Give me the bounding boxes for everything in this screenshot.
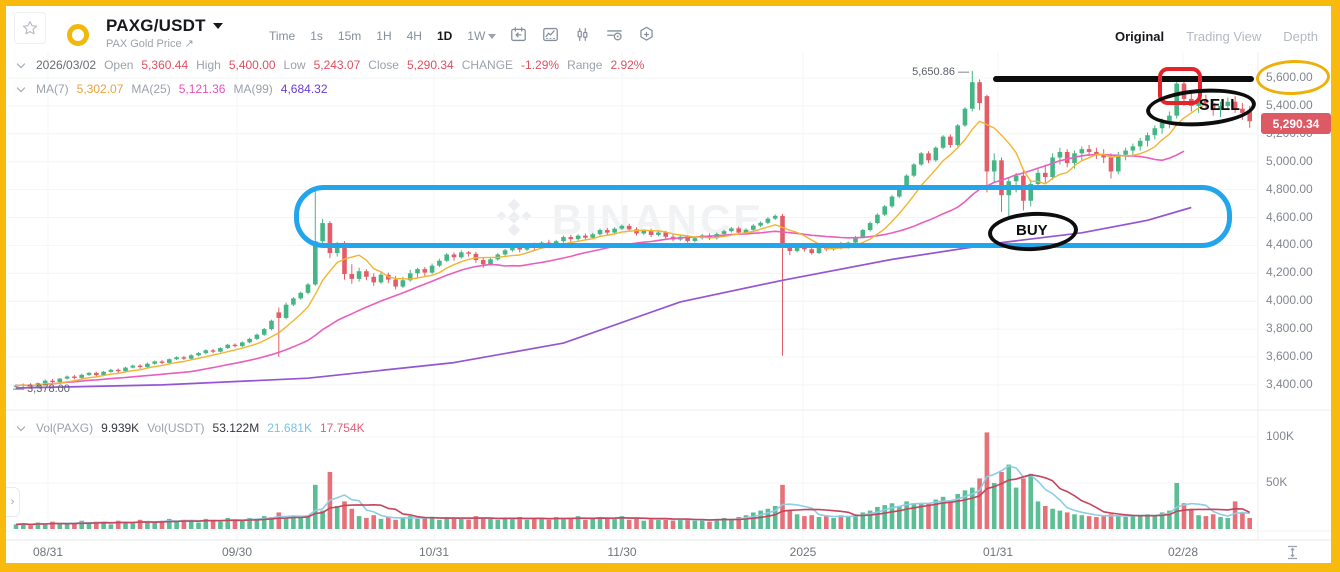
time-axis-label: 09/30 — [221, 545, 253, 559]
interval-Time[interactable]: Time — [269, 29, 296, 43]
interval-1s[interactable]: 1s — [310, 29, 323, 43]
ma25-label: MA(25) — [131, 82, 171, 96]
time-axis-label: 11/30 — [607, 545, 637, 559]
vol-base-value: 9.939K — [101, 421, 140, 435]
ma99-value: 4,684.32 — [280, 82, 328, 96]
interval-1H[interactable]: 1H — [376, 29, 392, 43]
interval-15m[interactable]: 15m — [337, 29, 362, 43]
sell-label: SELL — [1199, 97, 1240, 114]
price-axis-label: 5,400.00 — [1266, 97, 1313, 112]
view-mode-tabs: Original Trading View Depth — [1115, 29, 1318, 44]
ma7-value: 5,302.07 — [76, 82, 124, 96]
time-axis-label: 2025 — [789, 545, 817, 559]
support-zone-annotation — [294, 185, 1232, 248]
ma99-label: MA(99) — [233, 82, 273, 96]
paxg-token-logo — [67, 24, 89, 46]
vol-quote-value: 53.122M — [212, 421, 260, 435]
calendar-icon[interactable] — [509, 25, 528, 44]
open-label: Open — [104, 58, 134, 72]
interval-selector: Time 1s 15m 1H 4H 1D 1W — [269, 29, 485, 43]
breakout-box-annotation — [1158, 67, 1202, 105]
chart-toolbar: PAXG/USDT PAX Gold Price ↗ Time 1s 15m 1H 4H… — [6, 6, 1334, 52]
price-axis-label: 5,000.00 — [1266, 153, 1313, 168]
tab-original[interactable]: Original — [1115, 29, 1165, 44]
candlestick-icon[interactable] — [573, 25, 592, 44]
interval-dropdown[interactable] — [488, 26, 496, 44]
indicator-settings-icon[interactable] — [605, 25, 624, 44]
close-label: Close — [368, 58, 399, 72]
vol-base-label: Vol(PAXG) — [36, 421, 94, 435]
last-price-badge: 5,290.34 — [1261, 113, 1331, 134]
ma-indicator-row: MA(7) 5,302.07 MA(25) 5,121.36 MA(99) 4,… — [16, 82, 328, 96]
collapse-chevron-icon[interactable] — [16, 59, 26, 68]
change-label: CHANGE — [461, 58, 514, 72]
price-axis-label: 4,400.00 — [1266, 237, 1313, 252]
chevron-down-icon — [212, 23, 223, 29]
volume-axis-label: 50K — [1266, 475, 1288, 489]
swing-high-price-label: 5,650.86 — — [912, 66, 969, 78]
change-value: -1.29% — [521, 58, 560, 72]
time-axis-label: 02/28 — [1167, 545, 1199, 559]
resistance-line-annotation — [993, 76, 1254, 82]
price-axis-label: 4,000.00 — [1266, 293, 1313, 308]
low-label: Low — [283, 58, 306, 72]
time-axis-label: 08/31 — [32, 545, 64, 559]
ma99-start-price-label: — 3,378.00 — [13, 383, 70, 395]
ohlc-date: 2026/03/02 — [36, 58, 97, 72]
time-axis-label: 01/31 — [982, 545, 1014, 559]
interval-1D[interactable]: 1D — [436, 29, 453, 43]
symbol-name: PAXG/USDT — [106, 16, 206, 35]
interval-1W[interactable]: 1W — [467, 29, 486, 43]
axis-resize-icon[interactable] — [1285, 545, 1300, 560]
volume-info-row: Vol(PAXG) 9.939K Vol(USDT) 53.122M 21.68… — [16, 421, 365, 435]
chevron-down-icon — [488, 33, 496, 39]
symbol-selector[interactable]: PAXG/USDT — [106, 16, 223, 36]
open-value: 5,360.44 — [141, 58, 189, 72]
toolbar-icons — [488, 25, 656, 44]
vol-sell-value: 17.754K — [319, 421, 365, 435]
volume-axis-label: 100K — [1266, 429, 1295, 443]
price-axis-label: 4,600.00 — [1266, 209, 1313, 224]
ohlc-info-row: 2026/03/02 Open 5,360.44 High 5,400.00 L… — [16, 58, 644, 72]
chart-type-icon[interactable] — [541, 25, 560, 44]
symbol-subtitle-link[interactable]: PAX Gold Price ↗ — [106, 38, 194, 50]
range-label: Range — [567, 58, 603, 72]
price-axis-label: 3,400.00 — [1266, 376, 1313, 391]
star-icon — [22, 21, 38, 35]
settings-icon[interactable] — [637, 25, 656, 44]
buy-label: BUY — [1016, 222, 1048, 239]
tab-trading-view[interactable]: Trading View — [1186, 29, 1262, 44]
high-label: High — [196, 58, 221, 72]
vol-buy-value: 21.681K — [267, 421, 312, 435]
price-axis-label: 3,600.00 — [1266, 349, 1313, 363]
collapse-chevron-icon[interactable] — [16, 422, 26, 431]
ma7-label: MA(7) — [36, 82, 69, 96]
panel-expand-handle[interactable]: › — [6, 487, 20, 517]
range-value: 2.92% — [610, 58, 645, 72]
interval-4H[interactable]: 4H — [406, 29, 422, 43]
price-axis-label: 3,800.00 — [1266, 321, 1313, 336]
price-axis-label: 5,600.00 — [1266, 70, 1313, 84]
collapse-chevron-icon[interactable] — [16, 83, 26, 92]
ma25-value: 5,121.36 — [178, 82, 226, 96]
low-value: 5,243.07 — [313, 58, 361, 72]
vol-quote-label: Vol(USDT) — [147, 421, 205, 435]
close-value: 5,290.34 — [406, 58, 454, 72]
price-axis-label: 4,200.00 — [1266, 265, 1313, 280]
time-axis-label: 10/31 — [418, 545, 450, 559]
high-value: 5,400.00 — [228, 58, 276, 72]
favorite-button[interactable] — [14, 12, 46, 44]
tab-depth[interactable]: Depth — [1283, 29, 1318, 44]
price-axis-label: 4,800.00 — [1266, 181, 1313, 196]
